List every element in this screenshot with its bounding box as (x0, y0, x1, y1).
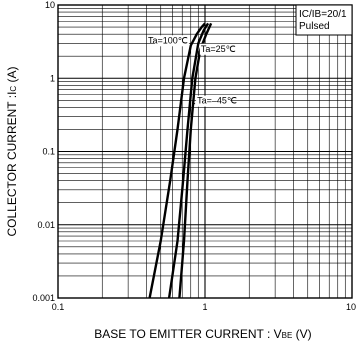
y-axis-title-main: COLLECTOR CURRENT :I (5, 92, 19, 237)
series-annotations: Ta=100℃ Ta=25℃ Ta=–45℃ (148, 35, 237, 107)
legend-box (295, 4, 353, 36)
legend-line-ratio: IC/IB=20/1 (299, 9, 347, 20)
series-annotation: Ta=–45℃ (197, 96, 237, 106)
data-series (148, 22, 213, 299)
series-annotation-bg (154, 35, 189, 47)
x-axis-title: BASE TO EMITTER CURRENT : VBE (V) (94, 327, 311, 341)
y-tick-label: 1 (50, 73, 55, 83)
legend: IC/IB=20/1 Pulsed (295, 4, 353, 36)
tick-labels: 0.1 1 10 0.001 0.01 0.1 1 10 (32, 0, 356, 312)
plot-frame (57, 4, 353, 299)
y-tick-label: 0.01 (37, 220, 55, 230)
series-line (167, 22, 210, 299)
series-annotation: Ta=25℃ (201, 44, 236, 54)
x-tick-label: 10 (346, 302, 356, 312)
series-line (148, 22, 206, 299)
series-annotation: Ta=100℃ (148, 35, 188, 45)
series-annotation-bg (196, 95, 231, 107)
y-tick-label: 0.001 (32, 293, 55, 303)
x-axis-title-unit: (V) (292, 327, 311, 341)
y-axis-title-unit: (A) (5, 66, 19, 85)
y-tick-label: 10 (45, 0, 55, 10)
y-tick-label: 0.1 (42, 147, 55, 157)
x-tick-label: 0.1 (52, 302, 65, 312)
series-annotation-bg (199, 43, 230, 55)
x-axis-title-sub: BE (282, 331, 293, 340)
y-axis-title-sub: C (9, 86, 18, 92)
y-axis-title: COLLECTOR CURRENT :IC (A) (5, 66, 19, 236)
x-tick-label: 1 (202, 302, 207, 312)
legend-line-pulsed: Pulsed (299, 21, 330, 32)
x-axis-title-main: BASE TO EMITTER CURRENT : V (94, 327, 281, 341)
